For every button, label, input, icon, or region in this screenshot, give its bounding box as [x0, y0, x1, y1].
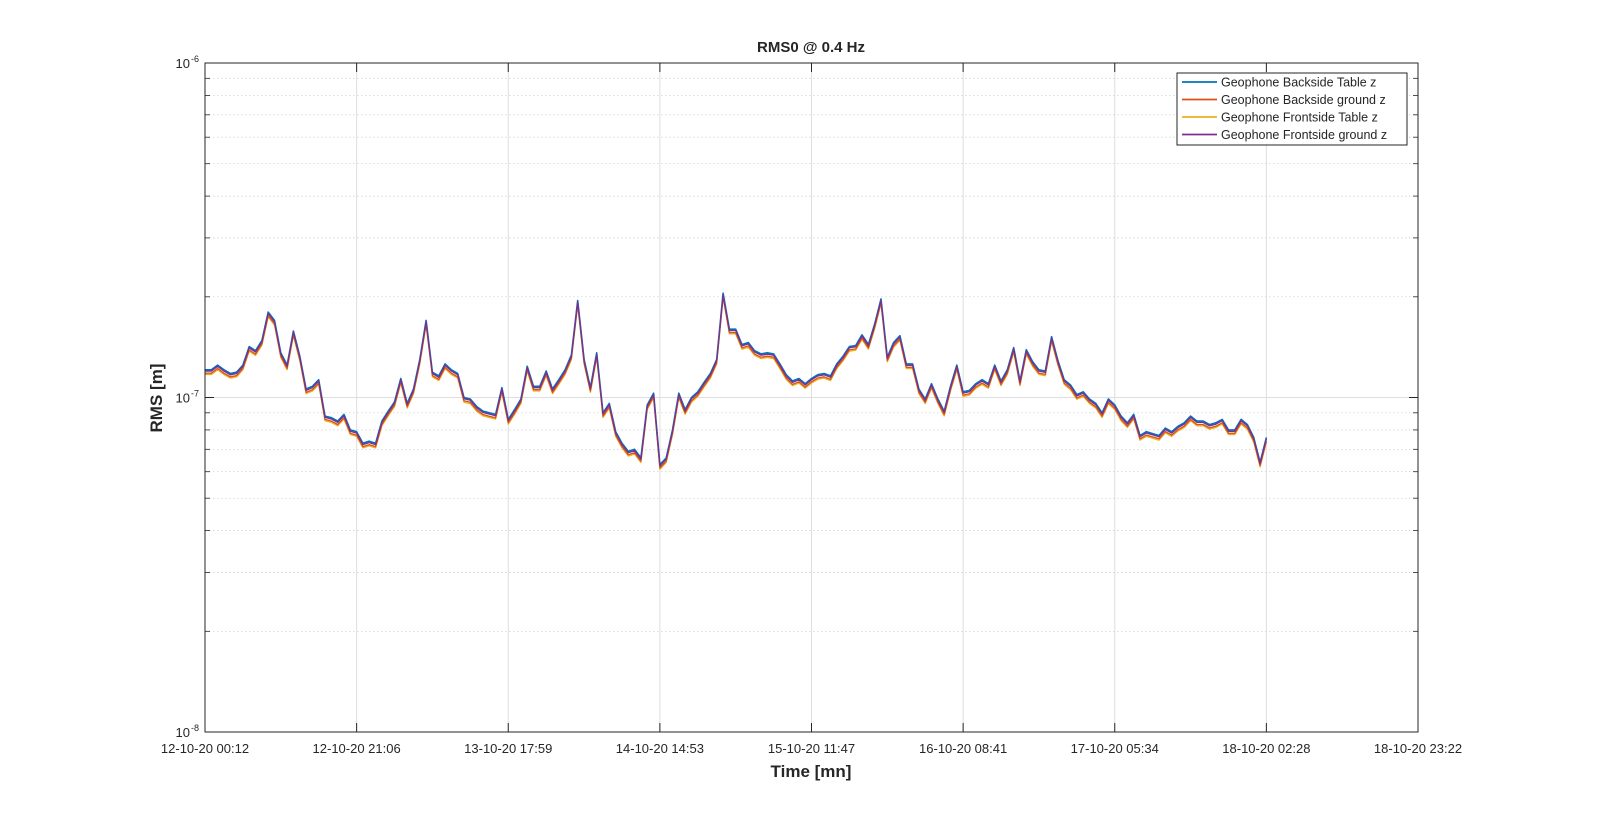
x-tick-label: 14-10-20 14:53 — [616, 741, 704, 756]
y-tick-label: 10 -6 — [176, 54, 199, 71]
legend-entry: Geophone Backside ground z — [1182, 93, 1386, 107]
plot-frame — [204, 62, 1419, 733]
legend-entry: Geophone Backside Table z — [1182, 76, 1376, 90]
x-tick-label: 17-10-20 05:34 — [1071, 741, 1159, 756]
series-line-4 — [205, 293, 1268, 467]
legend-label: Geophone Frontside ground z — [1221, 128, 1387, 142]
x-tick-labels: 12-10-20 00:12 12-10-20 21:06 13-10-20 17:… — [161, 741, 1462, 756]
series-line-1 — [205, 292, 1268, 466]
y-tick-base: 10 — [176, 56, 190, 71]
y-tick-exponent: -6 — [191, 54, 199, 64]
grid-lines — [205, 63, 1418, 732]
y-tick-label: 10 -8 — [176, 723, 199, 740]
x-tick-label: 13-10-20 17:59 — [464, 741, 552, 756]
x-tick-label: 18-10-20 23:22 — [1374, 741, 1462, 756]
x-tick-label: 12-10-20 21:06 — [313, 741, 401, 756]
legend: Geophone Backside Table z Geophone Backsi… — [1176, 72, 1408, 146]
chart-title: RMS0 @ 0.4 Hz — [757, 39, 865, 56]
series-lines — [205, 292, 1268, 470]
x-tick-label: 16-10-20 08:41 — [919, 741, 1007, 756]
y-tick-base: 10 — [176, 391, 190, 406]
y-tick-labels: 10-610-710-8 — [176, 54, 199, 740]
y-tick-exponent: -7 — [191, 389, 199, 399]
y-tick-base: 10 — [176, 725, 190, 740]
x-axis-label: Time [mn] — [771, 762, 852, 781]
legend-box — [1176, 72, 1408, 146]
x-tick-label: 18-10-20 02:28 — [1222, 741, 1310, 756]
legend-label: Geophone Frontside Table z — [1221, 111, 1378, 125]
x-tick-label: 12-10-20 00:12 — [161, 741, 249, 756]
y-tick-exponent: -8 — [191, 723, 199, 733]
y-axis-label: RMS [m] — [147, 364, 166, 433]
x-tick-label: 15-10-20 11:47 — [768, 741, 855, 756]
legend-label: Geophone Backside Table z — [1221, 76, 1376, 90]
legend-entry: Geophone Frontside Table z — [1182, 111, 1378, 125]
y-tick-label: 10 -7 — [176, 389, 199, 406]
legend-label: Geophone Backside ground z — [1221, 93, 1386, 107]
legend-entry: Geophone Frontside ground z — [1182, 128, 1387, 142]
